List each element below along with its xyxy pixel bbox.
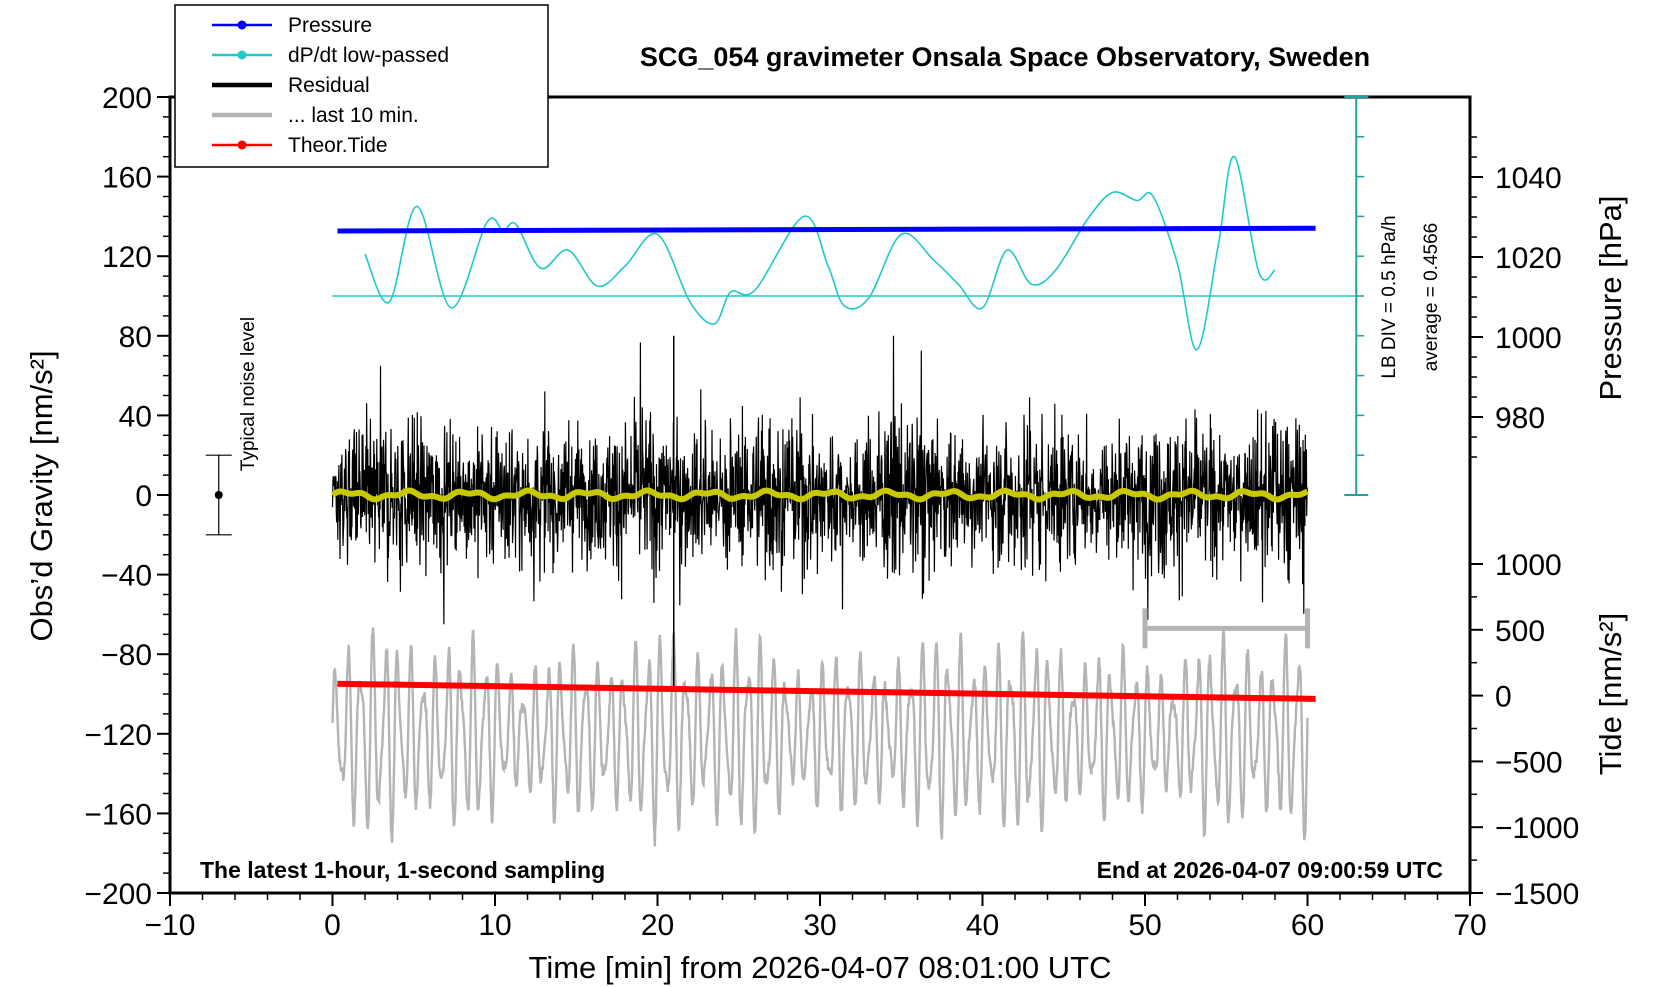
y-axis-gravity: 200 160 120 80 40 0 −40 −80 −120 −160 −200 (84, 82, 170, 911)
tide-tick-label: −1000 (1495, 812, 1579, 845)
x-tick-label: 20 (641, 909, 674, 942)
legend-label: ... last 10 min. (288, 104, 419, 127)
legend-label: Theor.Tide (288, 134, 388, 157)
x-axis: −10 0 10 20 30 40 50 60 70 (145, 893, 1487, 942)
pressure-series (337, 225, 1316, 234)
dpdt-scale-label: LB DIV = 0.5 hPa/h (1379, 215, 1400, 378)
pressure-tick-label: 1040 (1495, 162, 1562, 195)
y-tick-label: −200 (84, 878, 152, 911)
y-axis-pressure: 1040 1020 1000 980 (1470, 136, 1562, 458)
y-tick-label: −80 (101, 639, 152, 672)
noise-level-label: Typical noise level (238, 317, 259, 471)
bottom-left-note: The latest 1-hour, 1-second sampling (200, 857, 605, 883)
dpdt-series (332, 155, 1357, 351)
x-axis-label: Time [min] from 2026-04-07 08:01:00 UTC (529, 950, 1112, 985)
dpdt-average-label: average = 0.4566 (1421, 223, 1442, 371)
y-tick-label: −160 (84, 798, 152, 831)
y-tick-label: 80 (119, 321, 152, 354)
y-axis-label-gravity: Obs’d Gravity [nm/s²] (24, 350, 59, 641)
pressure-tick-label: 980 (1495, 402, 1545, 435)
x-tick-label: 10 (478, 909, 511, 942)
tide-tick-label: 500 (1495, 615, 1545, 648)
x-tick-label: −10 (145, 909, 196, 942)
legend: Pressure dP/dt low-passed Residual ... last… (174, 4, 549, 168)
x-tick-label: 60 (1291, 909, 1324, 942)
legend-label: Pressure (288, 14, 372, 37)
y-tick-label: −40 (101, 560, 152, 593)
y-tick-label: 160 (102, 162, 152, 195)
last-10-min-line (331, 627, 1309, 847)
x-tick-label: 0 (324, 909, 341, 942)
legend-label: Residual (288, 74, 370, 97)
y-axis-tide: 1000 500 0 −500 −1000 −1500 (1470, 549, 1579, 911)
x-tick-label: 70 (1453, 909, 1486, 942)
noise-level-dot (214, 491, 223, 499)
x-tick-label: 30 (803, 909, 836, 942)
theor-tide-line (337, 680, 1316, 702)
pressure-line (337, 225, 1316, 234)
chart-title: SCG_054 gravimeter Onsala Space Observat… (640, 42, 1370, 72)
last-10-min-series (331, 627, 1309, 847)
x-tick-label: 40 (966, 909, 999, 942)
dpdt-line (364, 155, 1276, 351)
y-tick-label: 40 (119, 400, 152, 433)
pressure-tick-label: 1020 (1495, 242, 1562, 275)
residual-smoothed-line (330, 487, 1309, 503)
residual-smoothed-series (330, 487, 1309, 503)
pressure-tick-label: 1000 (1495, 322, 1562, 355)
dpdt-scale (1344, 96, 1369, 496)
legend-swatch-marker (237, 50, 247, 60)
y-tick-label: 120 (102, 241, 152, 274)
y-axis-label-tide: Tide [nm/s²] (1593, 613, 1628, 776)
y-tick-label: 200 (102, 82, 152, 115)
tide-tick-label: −500 (1495, 746, 1563, 779)
window-marker (1142, 608, 1310, 649)
noise-level-bar (205, 454, 232, 536)
y-tick-label: −120 (84, 719, 152, 752)
legend-label: dP/dt low-passed (288, 44, 449, 67)
y-axis-label-gravity-text: Obs’d Gravity [nm/s²] (24, 350, 59, 641)
y-tick-label: 0 (135, 480, 152, 513)
x-tick-label: 50 (1128, 909, 1161, 942)
theor-tide-series (337, 680, 1316, 702)
legend-swatch-marker (237, 20, 247, 30)
legend-swatch-marker (237, 140, 247, 150)
y-axis-label-pressure: Pressure [hPa] (1593, 195, 1628, 400)
tide-tick-label: 0 (1495, 681, 1512, 714)
tide-tick-label: −1500 (1495, 878, 1579, 911)
bottom-right-note: End at 2026-04-07 09:00:59 UTC (1097, 857, 1443, 883)
tide-tick-label: 1000 (1495, 549, 1562, 582)
